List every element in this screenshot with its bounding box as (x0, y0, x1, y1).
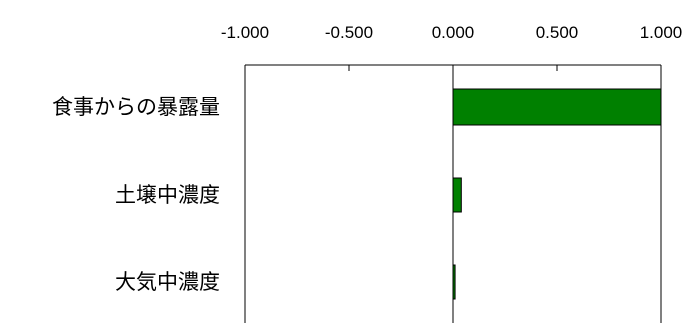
x-tick-labels: -1.000 -0.500 0.000 0.500 1.000 (221, 23, 682, 42)
category-label: 大気中濃度 (115, 270, 220, 294)
x-tick-label: 0.000 (432, 23, 475, 42)
category-label: 食事からの暴露量 (52, 95, 220, 119)
x-tick-label: -0.500 (325, 23, 373, 42)
bar (452, 264, 456, 300)
x-tick-label: -1.000 (221, 23, 269, 42)
x-tick-label: 1.000 (640, 23, 683, 42)
bar-series (452, 88, 662, 300)
bar (452, 177, 462, 213)
category-label: 土壌中濃度 (115, 183, 220, 207)
x-tick-label: 0.500 (536, 23, 579, 42)
bar (452, 88, 662, 126)
